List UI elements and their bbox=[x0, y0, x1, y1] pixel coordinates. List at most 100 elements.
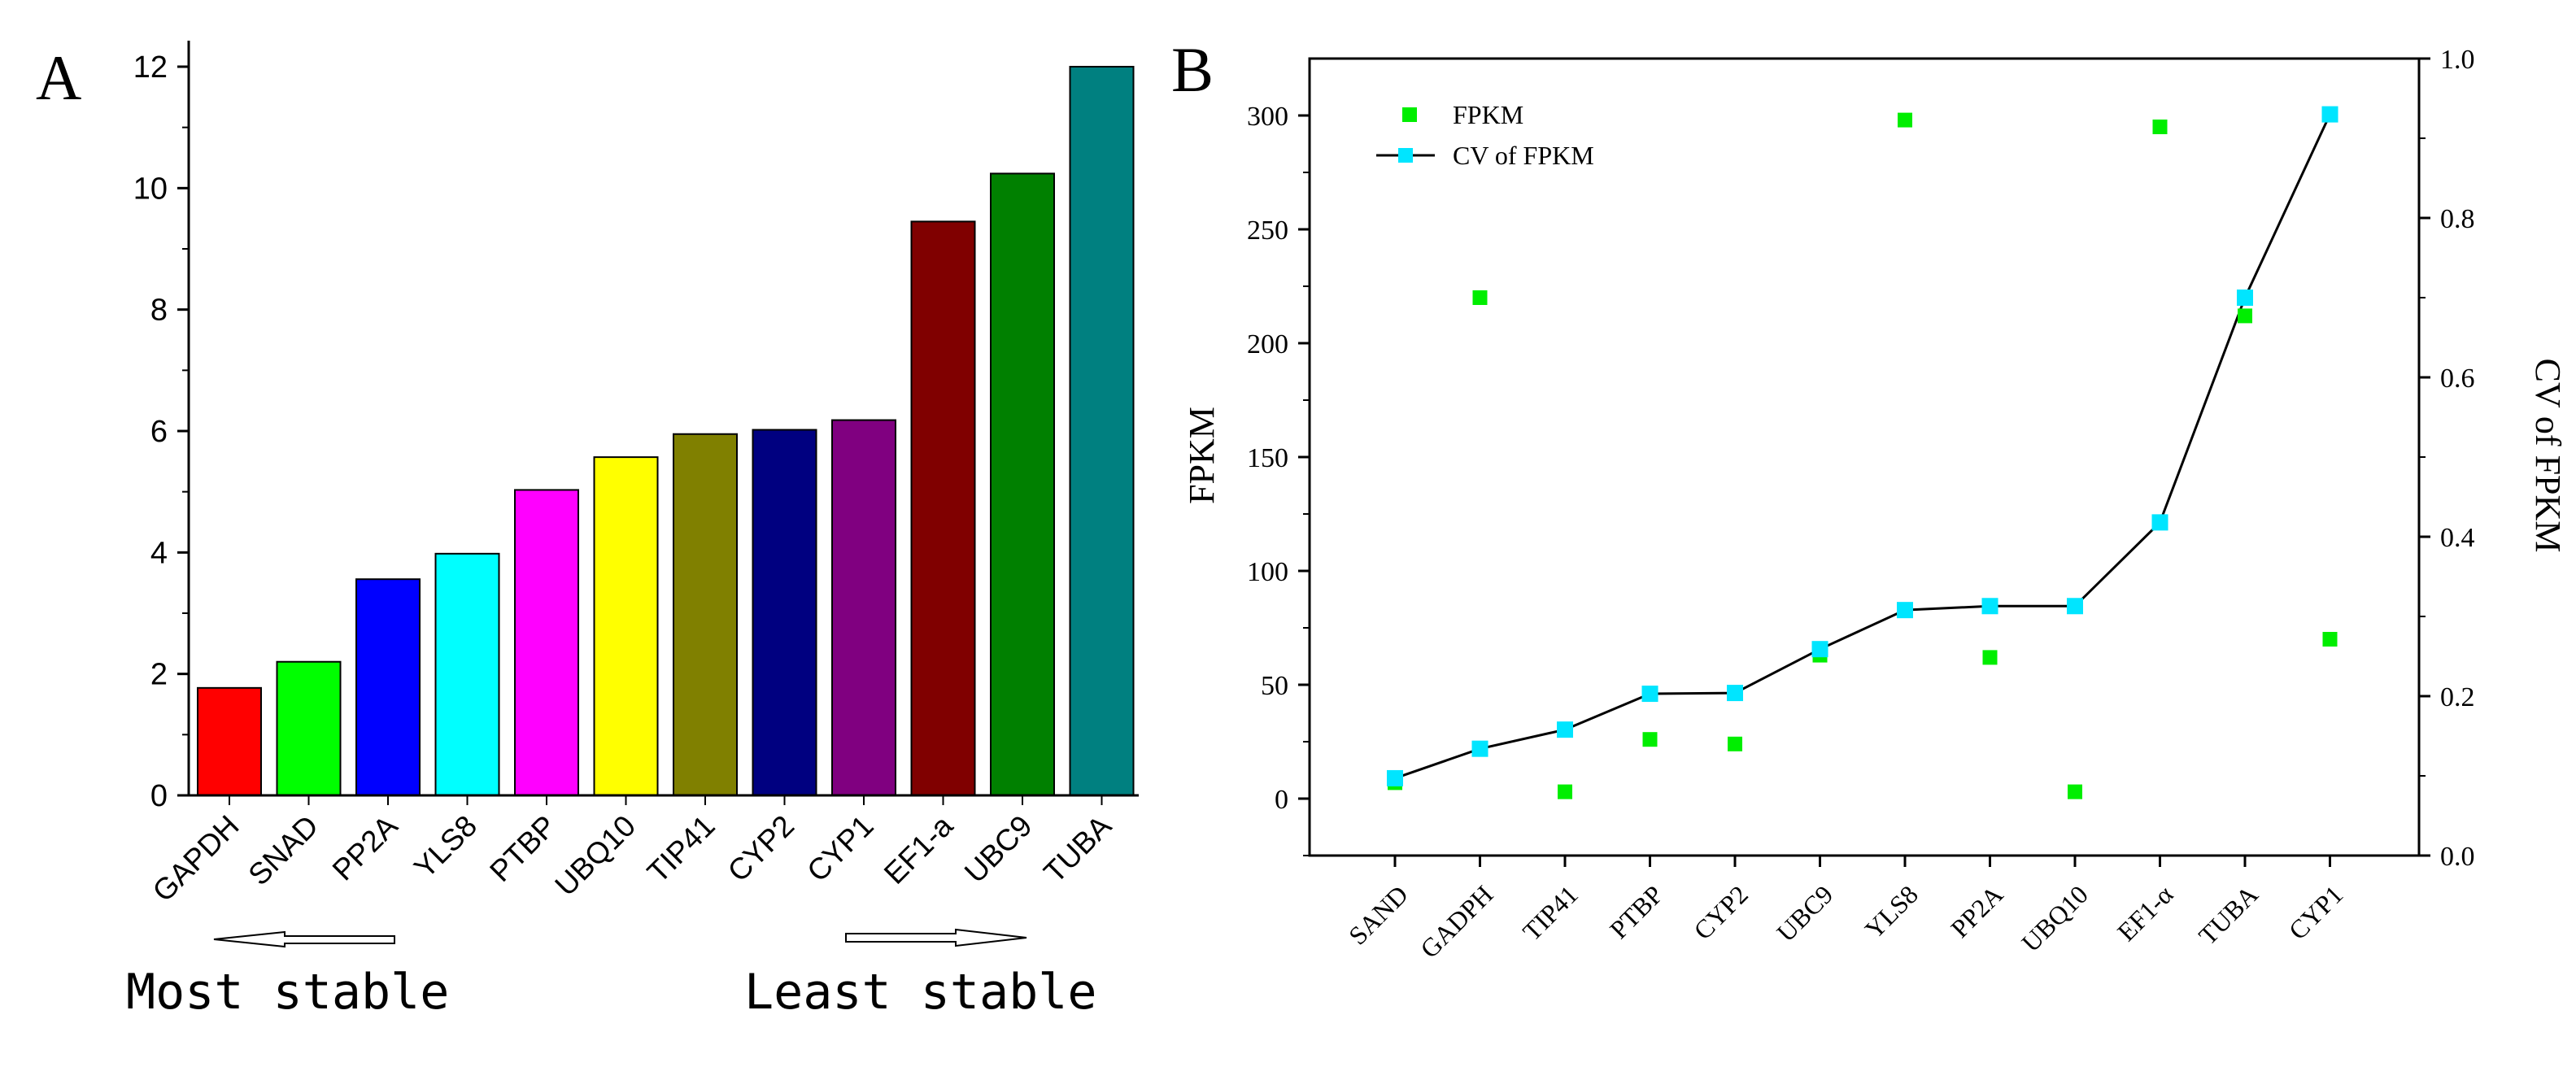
panel-a-ticks bbox=[177, 65, 1103, 805]
panel-b-right-tick-label: 0.8 bbox=[2440, 204, 2475, 234]
bar-tuba bbox=[1069, 66, 1135, 796]
panel-b-left-tick-label: 50 bbox=[1261, 671, 1288, 701]
cv-point-ubc9 bbox=[1811, 641, 1828, 658]
panel-b-left-tick-label: 0 bbox=[1275, 785, 1288, 815]
least-stable-arrow bbox=[845, 928, 1027, 947]
bar-snad bbox=[276, 660, 342, 796]
panel-b-right-tick-label: 1.0 bbox=[2440, 45, 2475, 75]
fpkm-point-pp2a bbox=[1982, 650, 1998, 665]
panel-b-y-axis-title: FPKM bbox=[1182, 407, 1222, 504]
fpkm-point-tuba bbox=[2238, 308, 2252, 324]
panel-b-left-tick-label: 200 bbox=[1247, 329, 1288, 359]
cv-point-gadph bbox=[1471, 740, 1489, 757]
bar-cyp1 bbox=[831, 419, 896, 796]
cv-of-fpkm-line bbox=[1394, 113, 2331, 780]
panel-b-legend: FPKM CV of FPKM bbox=[1376, 100, 1594, 170]
category-label-snad: SNAD bbox=[242, 809, 325, 892]
fpkm-point-cyp2 bbox=[1728, 736, 1742, 751]
panel-a-y-tick-label: 8 bbox=[150, 294, 168, 328]
category-label-pp2a: PP2A bbox=[326, 808, 404, 886]
bar-gapdh bbox=[197, 686, 262, 797]
cv-point-cyp1 bbox=[2321, 106, 2338, 123]
category-label-tuba: TUBA bbox=[1037, 808, 1118, 889]
panel-b-left-tick-labels: 0 50 100 150 200 250 300 bbox=[1247, 102, 1288, 815]
least-stable-label: Least stable bbox=[744, 964, 1096, 1021]
panel-b-category-label-tip41: TIP41 bbox=[1517, 879, 1584, 946]
category-label-ubc9: UBC9 bbox=[958, 809, 1039, 890]
panel-a-y-tick-label: 2 bbox=[150, 658, 168, 692]
panel-b-right-tick-label: 0.0 bbox=[2440, 842, 2475, 872]
panel-b-right-tick-label: 0.6 bbox=[2440, 364, 2475, 394]
fpkm-point-cyp1 bbox=[2322, 632, 2338, 647]
cv-point-sand bbox=[1387, 769, 1403, 786]
panel-b-left-tick-label: 150 bbox=[1247, 443, 1288, 473]
panel-b-frame bbox=[1308, 57, 2421, 857]
cv-of-fpkm-points bbox=[1387, 106, 2338, 786]
panel-a-y-tick-label: 0 bbox=[150, 779, 168, 813]
cv-point-ubq10 bbox=[2067, 598, 2083, 615]
legend-fpkm-marker bbox=[1402, 107, 1417, 122]
bar-ubc9 bbox=[990, 172, 1055, 796]
fpkm-point-yls8 bbox=[1898, 112, 1912, 128]
cv-point-pp2a bbox=[1981, 598, 1998, 615]
legend-cv-marker bbox=[1398, 148, 1413, 163]
panel-b-left-tick-label: 100 bbox=[1247, 557, 1288, 587]
category-label-ubq10: UBQ10 bbox=[548, 809, 642, 903]
cv-point-yls8 bbox=[1897, 602, 1913, 619]
panel-b-category-label-pp2a: PP2A bbox=[1945, 879, 2008, 943]
fpkm-point-ptbp bbox=[1642, 732, 1658, 747]
most-stable-label: Most stable bbox=[126, 964, 449, 1021]
bar-tip41 bbox=[673, 433, 738, 796]
legend-fpkm-label: FPKM bbox=[1453, 100, 1523, 129]
fpkm-points bbox=[1388, 112, 2338, 799]
panel-b-category-label-sand: SAND bbox=[1343, 879, 1414, 950]
panel-b-right-tick-label: 0.4 bbox=[2440, 523, 2475, 553]
panel-b-y2-axis-title: CV of FPKM bbox=[2528, 359, 2568, 553]
panel-b-left-tick-label: 250 bbox=[1247, 216, 1288, 246]
category-label-ef1-a: EF1-a bbox=[878, 808, 960, 891]
category-label-tip41: TIP41 bbox=[641, 809, 721, 890]
panel-a-y-tick-label: 6 bbox=[150, 415, 168, 449]
panel-a-y-tick-labels: 0 2 4 6 8 10 12 bbox=[133, 50, 168, 813]
category-label-yls8: YLS8 bbox=[408, 809, 483, 885]
cv-point-cyp2 bbox=[1727, 685, 1743, 702]
cv-point-ef1 bbox=[2151, 514, 2168, 531]
bar-ubq10 bbox=[593, 456, 659, 797]
panel-b-right-tick-label: 0.2 bbox=[2440, 682, 2475, 712]
category-label-gapdh: GAPDH bbox=[146, 809, 246, 908]
panel-label-b: B bbox=[1171, 34, 1214, 105]
bar-ptbp bbox=[514, 489, 579, 797]
cv-point-tip41 bbox=[1557, 721, 1573, 738]
bar-cyp2 bbox=[752, 429, 817, 796]
panel-b-category-label-ef1: EF1-α bbox=[2112, 879, 2179, 947]
fpkm-point-ubq10 bbox=[2068, 784, 2082, 799]
panel-b-category-labels: SAND GADPH TIP41 PTBP CYP2 UBC9 YLS8 PP2A UBQ10 E… bbox=[1343, 879, 2349, 964]
panel-b-category-label-gadph: GADPH bbox=[1414, 879, 1498, 963]
panel-b-category-label-cyp1: CYP1 bbox=[2283, 879, 2349, 945]
panel-b-right-tick-labels: 0.0 0.2 0.4 0.6 0.8 1.0 bbox=[2440, 45, 2475, 872]
panel-a-bars bbox=[197, 66, 1135, 797]
bar-yls8 bbox=[434, 552, 500, 796]
cv-point-ptbp bbox=[1641, 686, 1658, 703]
bar-ef1-a bbox=[910, 220, 976, 796]
panel-b-category-label-ubq10: UBQ10 bbox=[2016, 879, 2094, 957]
panel-a-y-tick-label: 12 bbox=[133, 50, 168, 85]
panel-a-y-tick-label: 10 bbox=[133, 172, 168, 206]
panel-b-category-label-yls8: YLS8 bbox=[1859, 879, 1924, 944]
most-stable-arrow bbox=[213, 930, 395, 948]
panel-a-y-tick-label: 4 bbox=[150, 536, 168, 570]
category-label-cyp2: CYP2 bbox=[721, 809, 800, 888]
panel-b-category-label-tuba: TUBA bbox=[2193, 879, 2264, 950]
panel-b-category-label-cyp2: CYP2 bbox=[1688, 879, 1754, 945]
fpkm-point-ef1 bbox=[2152, 120, 2168, 134]
fpkm-point-gadph bbox=[1472, 290, 1488, 305]
bar-pp2a bbox=[355, 578, 421, 796]
fpkm-point-tip41 bbox=[1558, 784, 1572, 799]
panel-b-left-tick-label: 300 bbox=[1247, 102, 1288, 132]
cv-point-tuba bbox=[2237, 290, 2253, 306]
legend-cv-label: CV of FPKM bbox=[1453, 141, 1594, 170]
category-label-cyp1: CYP1 bbox=[800, 809, 879, 888]
panel-label-a: A bbox=[36, 42, 81, 113]
